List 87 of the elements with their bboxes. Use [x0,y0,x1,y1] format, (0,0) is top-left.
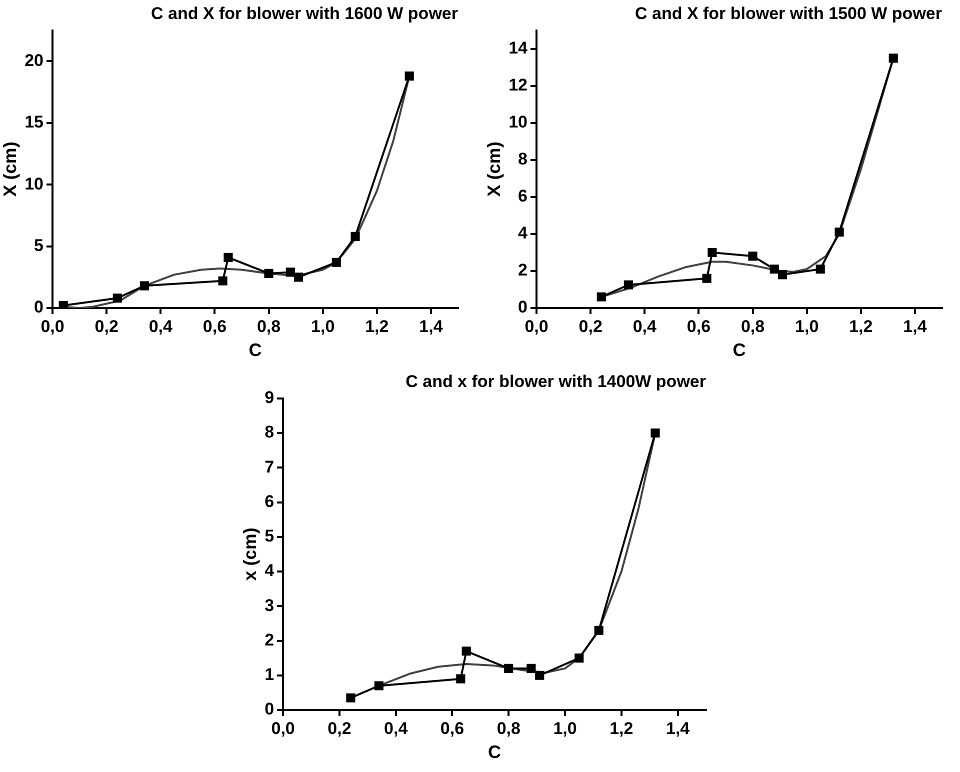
point [294,272,304,282]
x-tick-label: 0,0 [524,316,548,336]
y-tick-label: 10 [24,174,44,194]
y-tick-label: 15 [24,112,44,132]
x-tick-label: 0,2 [578,316,602,336]
x-axis-title: C [488,742,502,762]
point [112,294,122,303]
point [596,292,606,302]
y-tick-label: 0 [264,700,274,719]
y-tick-label: 2 [518,260,528,280]
point [594,626,604,635]
y-tick-label: 2 [264,630,274,650]
point [770,264,779,274]
point [702,274,712,283]
y-tick-label: 4 [264,561,275,580]
y-tick-label: 1 [264,665,274,684]
y-tick-label: 5 [34,236,44,255]
x-axis-title: C [248,340,262,360]
point [816,264,825,274]
point [332,258,341,267]
y-tick-label: 14 [508,38,528,58]
y-tick-label: 0 [34,298,44,317]
point [526,664,536,673]
x-tick-label: 1,0 [553,718,577,738]
y-axis-title: x (cm) [240,528,260,581]
x-tick-label: 0,0 [271,718,295,738]
x-tick-label: 1,2 [610,718,634,738]
y-tick-label: 8 [264,422,274,442]
point [58,300,68,308]
y-axis-title: X (cm) [0,142,20,197]
y-tick-label: 0 [518,298,528,317]
x-tick-label: 0,6 [686,316,711,336]
x-tick-label: 0,2 [328,718,352,738]
y-tick-label: 9 [264,388,274,408]
x-tick-label: 1,2 [849,316,873,336]
x-tick-label: 1,4 [903,316,928,336]
x-tick-label: 0,4 [148,316,173,336]
x-tick-label: 0,4 [384,718,408,738]
x-tick-label: 1,0 [795,316,819,336]
point [504,664,514,673]
x-tick-label: 0,8 [256,316,281,336]
x-tick-label: 1,0 [311,316,335,336]
point [888,54,898,63]
x-tick-label: 0,8 [740,316,765,336]
y-axis-title: X (cm) [484,142,504,197]
point [286,268,295,277]
point [574,654,584,663]
y-tick-label: 12 [508,76,528,95]
x-tick-label: 0,6 [202,316,227,336]
point [624,280,633,290]
point [224,252,233,262]
point [264,268,274,278]
point [462,646,471,656]
x-tick-label: 0,0 [40,316,64,336]
x-tick-label: 0,4 [632,316,657,336]
chart-title: C and X for blower with 1500 W power [635,4,942,23]
point [346,693,356,702]
y-tick-label: 6 [264,492,274,511]
y-tick-label: 7 [264,457,274,476]
point [374,681,384,690]
point [535,670,544,680]
x-axis-title: C [732,340,746,360]
point [140,281,149,290]
y-tick-label: 5 [264,526,274,546]
x-tick-label: 0,6 [440,718,464,738]
point [748,252,758,261]
point [350,232,360,241]
x-tick-label: 0,2 [94,316,118,336]
y-tick-label: 6 [518,186,528,206]
point [778,270,788,280]
y-tick-label: 20 [24,50,44,70]
point [650,428,660,438]
y-tick-label: 4 [518,224,528,243]
point [834,228,844,237]
chart-title: C and x for blower with 1400W power [406,372,706,391]
y-tick-label: 10 [508,112,528,132]
point [218,276,228,286]
y-tick-label: 8 [518,150,528,169]
point [708,248,717,258]
y-tick-label: 3 [264,596,274,615]
chart-title: C and X for blower with 1600 W power [151,4,458,23]
x-tick-label: 1,2 [365,316,389,336]
x-tick-label: 0,8 [496,718,520,738]
point [456,674,466,684]
x-tick-label: 1,4 [666,718,690,738]
point [404,72,414,81]
x-tick-label: 1,4 [419,316,444,336]
